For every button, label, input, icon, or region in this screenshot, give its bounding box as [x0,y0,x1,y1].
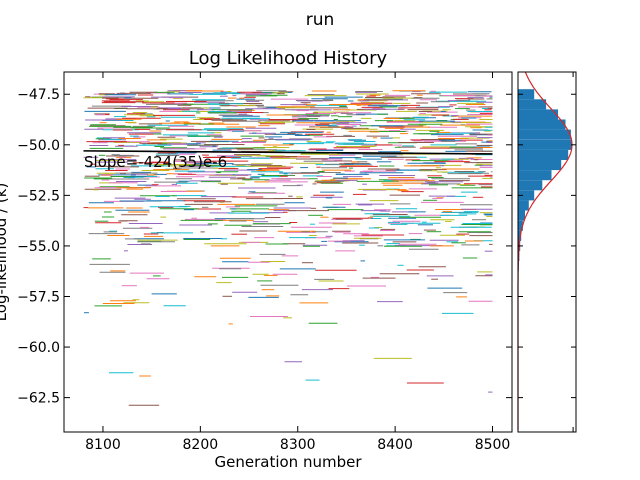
histogram-bar [518,160,562,171]
chart-title: Log Likelihood History [189,48,388,69]
slope-annotation: Slope=-424(35)e-6 [84,153,227,171]
y-tick-label: −47.5 [17,87,60,103]
x-tick-label: 8400 [377,437,413,453]
histogram-bar [518,89,535,100]
histogram-bar [518,99,547,110]
chain-segments [83,90,493,406]
histogram-ticks [517,72,576,432]
y-tick-label: −50.0 [17,138,60,154]
x-tick-label: 8300 [280,437,316,453]
histogram-bar [518,200,529,211]
x-axis-label: Generation number [215,453,363,471]
histogram-plot-area [517,71,577,433]
histogram-bar [518,190,535,201]
histogram-bar [518,180,543,191]
x-tick-label: 8100 [85,437,121,453]
trend-line [83,150,493,155]
histogram-bar [518,109,558,120]
histogram-bar [518,139,572,150]
histogram-bar [518,129,571,140]
x-axis-ticks: 8100 8200 8300 8400 8500 [85,72,510,453]
figure-suptitle: run [306,10,335,30]
histogram-bar [518,170,552,181]
histogram-bars [518,89,572,272]
y-tick-label: −57.5 [17,289,60,305]
histogram-frame [517,71,577,433]
y-axis-label: Log-likelihood / (k) [0,183,10,322]
x-tick-label: 8500 [475,437,511,453]
y-tick-label: −52.5 [17,188,60,204]
main-plot-frame [63,71,513,433]
y-tick-label: −60.0 [17,340,60,356]
y-tick-label: −55.0 [17,239,60,255]
main-plot-area: Slope=-424(35)e-6 8100 8200 8300 8400 8500 −… [17,71,513,453]
histogram-bar [518,210,525,221]
histogram-bar [518,230,522,241]
histogram-bar [518,220,523,231]
histogram-bar [518,119,566,130]
x-tick-label: 8200 [183,437,219,453]
histogram-bar [518,149,569,160]
y-tick-label: −62.5 [17,391,60,407]
y-axis-ticks: −47.5 −50.0 −52.5 −55.0 −57.5 −60.0 −62.5 [17,87,512,407]
